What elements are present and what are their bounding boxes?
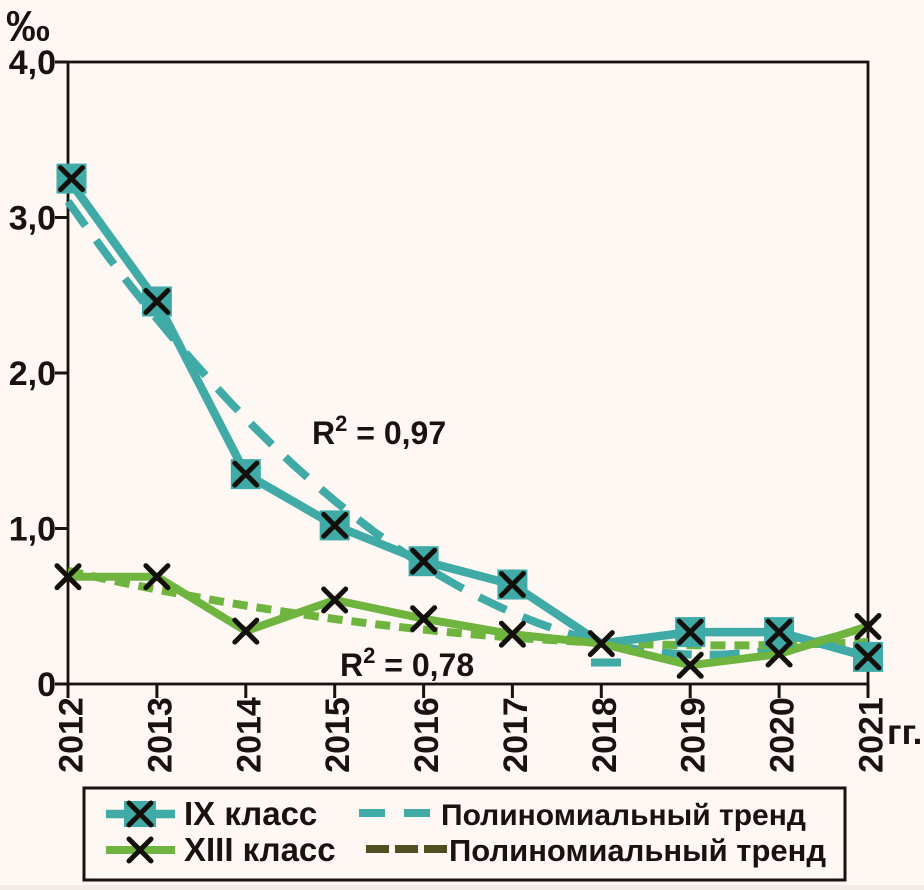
- svg-text:1,0: 1,0: [9, 511, 56, 549]
- svg-text:2018: 2018: [586, 697, 624, 773]
- svg-text:2016: 2016: [408, 697, 446, 773]
- svg-text:2013: 2013: [141, 697, 179, 773]
- svg-text:R2 = 0,97: R2 = 0,97: [312, 411, 446, 451]
- svg-text:2021: 2021: [853, 697, 891, 773]
- svg-text:2015: 2015: [319, 697, 357, 773]
- svg-text:3,0: 3,0: [9, 200, 56, 238]
- svg-text:Полиномиальный тренд: Полиномиальный тренд: [441, 799, 806, 832]
- svg-text:Полиномиальный тренд: Полиномиальный тренд: [449, 833, 826, 868]
- svg-text:2019: 2019: [675, 697, 713, 773]
- svg-text:2014: 2014: [230, 697, 268, 773]
- svg-text:R2 = 0,78: R2 = 0,78: [340, 643, 474, 683]
- svg-text:‰: ‰: [6, 2, 50, 51]
- svg-text:гг.: гг.: [887, 713, 922, 752]
- svg-text:XIII класс: XIII класс: [184, 831, 336, 868]
- svg-text:2017: 2017: [497, 697, 535, 773]
- svg-text:2,0: 2,0: [9, 355, 56, 393]
- svg-text:0: 0: [37, 666, 56, 704]
- svg-text:2012: 2012: [53, 697, 91, 773]
- svg-text:2020: 2020: [764, 697, 802, 773]
- svg-text:4,0: 4,0: [9, 44, 56, 82]
- svg-text:IX класс: IX класс: [184, 795, 317, 832]
